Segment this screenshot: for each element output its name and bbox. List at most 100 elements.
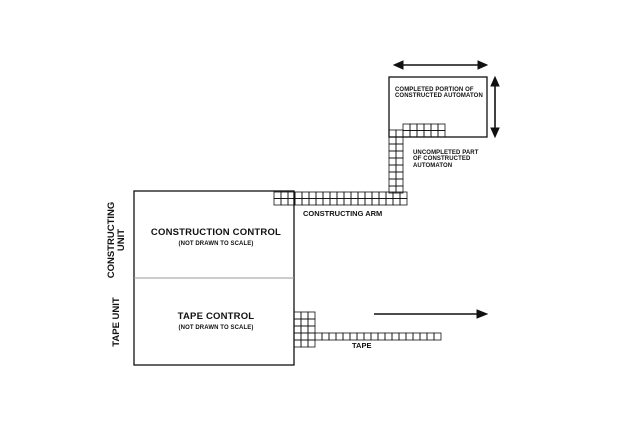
automaton-cell: [437, 123, 446, 131]
arm-cell: [395, 171, 404, 180]
arm-cell: [322, 198, 331, 206]
constructing-unit-label: CONSTRUCTING UNIT: [106, 200, 131, 280]
tape-cell: [426, 332, 435, 341]
tape-cell: [398, 332, 407, 341]
arm-cell: [280, 198, 289, 206]
arm-cell: [395, 143, 404, 152]
tape-head-cell: [307, 325, 316, 334]
arm-cell: [388, 150, 397, 159]
tape-head-cell: [307, 332, 316, 341]
arm-cell: [280, 191, 289, 199]
automaton-cell: [423, 130, 432, 138]
tape-cell: [391, 332, 400, 341]
arm-cell: [308, 198, 317, 206]
height-arrow-top-head: [490, 75, 500, 87]
arm-cell: [392, 198, 401, 206]
arm-cell: [350, 198, 359, 206]
tape-cell: [363, 332, 372, 341]
arm-cell: [385, 198, 394, 206]
arm-cell: [294, 191, 303, 199]
completed-automaton-cells: [402, 123, 446, 138]
tape-head-cell: [307, 339, 316, 348]
arm-cell: [388, 143, 397, 152]
arm-cell: [399, 198, 408, 206]
arm-cell: [388, 136, 397, 145]
arm-cell: [371, 191, 380, 199]
arm-cell: [395, 129, 404, 138]
arm-cell: [395, 136, 404, 145]
tape-head-cell: [293, 339, 302, 348]
arm-cell: [388, 178, 397, 187]
tape-cell: [314, 332, 323, 341]
completed-portion-line1: COMPLETED PORTION OF: [395, 87, 474, 93]
uncompleted-line1: UNCOMPLETED PART: [413, 150, 479, 156]
arm-cell: [343, 191, 352, 199]
tape-head-cell: [300, 332, 309, 341]
automaton-cell: [402, 123, 411, 131]
arm-cell: [364, 198, 373, 206]
tape-head-cell: [307, 311, 316, 320]
arm-cell: [357, 191, 366, 199]
width-arrow-right-head: [477, 60, 489, 70]
arm-cell: [395, 150, 404, 159]
arm-cell: [315, 198, 324, 206]
arm-cell: [364, 191, 373, 199]
tape-cell: [321, 332, 330, 341]
tape-cell: [433, 332, 442, 341]
automaton-cell: [423, 123, 432, 131]
arm-cell: [301, 198, 310, 206]
tape-cell: [412, 332, 421, 341]
constructing-arm-vertical: [388, 129, 404, 194]
arm-cell: [388, 171, 397, 180]
constructing-unit-line2: UNIT: [115, 228, 127, 252]
tape-cell: [356, 332, 365, 341]
tape-direction-arrow-head: [476, 309, 489, 319]
height-arrow-bottom-head: [490, 127, 500, 139]
arm-cell: [357, 198, 366, 206]
automaton-cell: [409, 130, 418, 138]
arm-cell: [336, 198, 345, 206]
tape-cell: [405, 332, 414, 341]
arm-cell: [388, 157, 397, 166]
automaton-cell: [437, 130, 446, 138]
uncompleted-part-label: UNCOMPLETED PART OF CONSTRUCTED AUTOMATO…: [413, 150, 493, 169]
arm-cell: [395, 157, 404, 166]
tape-control-note: (NOT DRAWN TO SCALE): [178, 325, 254, 331]
tape-head-cell: [293, 332, 302, 341]
automaton-cell: [416, 130, 425, 138]
arm-cell: [294, 198, 303, 206]
completed-portion-label: COMPLETED PORTION OF CONSTRUCTED AUTOMAT…: [395, 87, 485, 100]
tape-head-cell: [300, 318, 309, 327]
automaton-cell: [409, 123, 418, 131]
automaton-cell: [416, 123, 425, 131]
arm-cell: [350, 191, 359, 199]
tape-head-cell: [307, 318, 316, 327]
arm-cell: [322, 191, 331, 199]
width-arrow-left-head: [392, 60, 404, 70]
constructing-arm-horizontal: [273, 191, 408, 206]
tape-head-cells: [293, 311, 316, 348]
tape-head-cell: [293, 311, 302, 320]
construction-control-note: (NOT DRAWN TO SCALE): [178, 241, 254, 247]
tape-cell: [349, 332, 358, 341]
arm-cell: [273, 191, 282, 199]
arm-cell: [301, 191, 310, 199]
arm-cell: [329, 198, 338, 206]
arm-cell: [315, 191, 324, 199]
arm-cell: [329, 191, 338, 199]
tape-head-cell: [300, 339, 309, 348]
arm-cell: [308, 191, 317, 199]
constructing-arm-label: CONSTRUCTING ARM: [303, 209, 383, 218]
tape-cell: [384, 332, 393, 341]
tape-cells: [314, 332, 442, 341]
completed-portion-line2: CONSTRUCTED AUTOMATON: [395, 93, 483, 100]
tape-cell: [419, 332, 428, 341]
tape-cell: [370, 332, 379, 341]
arm-cell: [371, 198, 380, 206]
tape-head-cell: [293, 318, 302, 327]
arm-cell: [388, 129, 397, 138]
tape-cell: [335, 332, 344, 341]
tape-control-label: TAPE CONTROL: [177, 311, 255, 322]
construction-control-label: CONSTRUCTION CONTROL: [150, 227, 282, 238]
tape-head-cell: [293, 325, 302, 334]
